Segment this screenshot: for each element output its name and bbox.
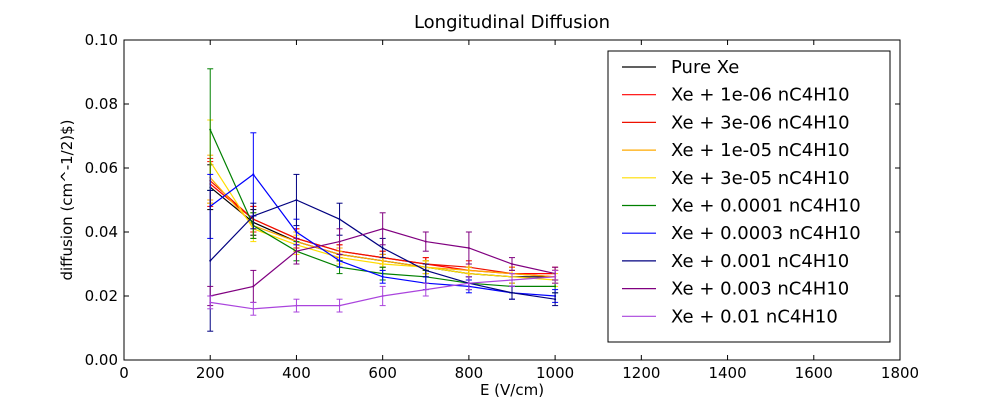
x-tick-label: 1000 bbox=[536, 364, 574, 382]
x-tick-label: 400 bbox=[282, 364, 311, 382]
series-layer bbox=[207, 68, 559, 332]
data-point bbox=[295, 231, 298, 233]
x-tick-label: 1600 bbox=[795, 364, 833, 382]
series-9 bbox=[207, 269, 559, 316]
data-point bbox=[209, 128, 212, 131]
y-tick-label: 0.04 bbox=[85, 223, 118, 241]
data-point bbox=[554, 285, 557, 288]
data-point bbox=[554, 275, 557, 278]
x-tick-label: 1200 bbox=[622, 364, 660, 382]
data-point bbox=[467, 247, 470, 249]
data-point bbox=[252, 215, 255, 217]
y-tick-label: 0.10 bbox=[85, 31, 118, 49]
y-axis-label: diffusion (cm^-1/2)$) bbox=[58, 119, 76, 280]
data-point bbox=[554, 298, 557, 301]
data-point bbox=[424, 288, 427, 291]
y-tick-label: 0.08 bbox=[85, 95, 118, 113]
data-point bbox=[467, 272, 470, 275]
legend: Pure Xe Xe + 1e-06 nC4H10 Xe + 3e-06 nC4H1… bbox=[607, 50, 891, 343]
x-tick-label: 0 bbox=[119, 364, 129, 382]
data-point bbox=[295, 250, 298, 253]
data-point bbox=[252, 285, 255, 288]
x-tick-label: 800 bbox=[455, 364, 484, 382]
data-point bbox=[381, 247, 384, 249]
data-point bbox=[511, 263, 513, 265]
data-point bbox=[252, 307, 255, 310]
legend-label: Xe + 0.01 nC4H10 bbox=[671, 306, 838, 327]
data-point bbox=[252, 173, 255, 176]
y-tick-label: 0.00 bbox=[85, 351, 118, 369]
legend-box bbox=[607, 50, 891, 343]
x-tick-label: 1800 bbox=[881, 364, 919, 382]
y-tick-label: 0.06 bbox=[85, 159, 118, 177]
data-point bbox=[467, 282, 470, 285]
legend-label: Xe + 0.0001 nC4H10 bbox=[671, 196, 861, 217]
legend-label: Xe + 3e-05 nC4H10 bbox=[671, 168, 850, 189]
data-point bbox=[381, 263, 384, 265]
x-axis-label: E (V/cm) bbox=[480, 381, 544, 399]
data-point bbox=[295, 304, 298, 307]
legend-label: Xe + 0.003 nC4H10 bbox=[671, 279, 849, 300]
data-point bbox=[511, 279, 513, 281]
legend-label: Xe + 0.0003 nC4H10 bbox=[671, 223, 861, 244]
legend-label: Xe + 1e-06 nC4H10 bbox=[671, 85, 850, 106]
data-point bbox=[338, 240, 341, 243]
x-tick-label: 200 bbox=[196, 364, 225, 382]
legend-label: Pure Xe bbox=[671, 57, 739, 78]
data-point bbox=[338, 259, 341, 262]
data-point bbox=[381, 295, 384, 297]
chart-title: Longitudinal Diffusion bbox=[414, 12, 610, 33]
data-point bbox=[209, 259, 212, 262]
data-point bbox=[511, 291, 513, 294]
data-point bbox=[209, 301, 212, 304]
legend-label: Xe + 0.001 nC4H10 bbox=[671, 251, 849, 272]
data-point bbox=[381, 227, 384, 230]
x-tick-label: 1400 bbox=[708, 364, 746, 382]
series-8 bbox=[207, 212, 559, 307]
y-tick-label: 0.02 bbox=[85, 287, 118, 305]
x-tick-label: 600 bbox=[368, 364, 397, 382]
axes-layer: 0 200 400 600 800 1000 1200 1400 1600 1800 0.00 0.0… bbox=[85, 31, 920, 382]
data-point bbox=[338, 304, 341, 307]
data-point bbox=[424, 269, 427, 272]
legend-label: Xe + 3e-06 nC4H10 bbox=[671, 112, 850, 133]
data-point bbox=[295, 199, 298, 201]
legend-label: Xe + 1e-05 nC4H10 bbox=[671, 140, 850, 161]
data-point bbox=[381, 275, 384, 278]
data-point bbox=[338, 218, 341, 221]
data-point bbox=[424, 240, 427, 243]
plot-frame bbox=[123, 39, 901, 361]
